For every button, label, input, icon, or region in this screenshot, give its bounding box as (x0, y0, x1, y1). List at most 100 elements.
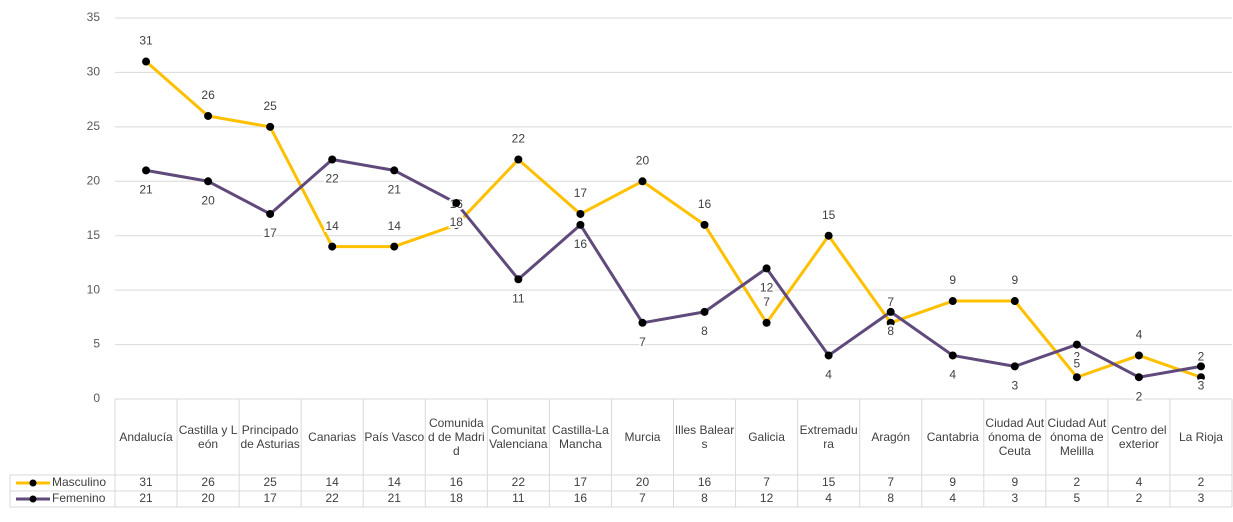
x-tick-label: Centro del exterior (1111, 423, 1167, 451)
point (824, 351, 833, 360)
table-value: 17 (263, 491, 277, 505)
data-label: 20 (201, 193, 215, 207)
x-tick-label: Castilla y León (178, 423, 238, 451)
x-tick-label: Galicia (748, 430, 785, 444)
table-value: 31 (139, 475, 153, 489)
x-tick-label-box: Ciudad Autónoma de Melilla (1047, 416, 1107, 458)
table-value: 16 (450, 475, 464, 489)
table-value: 8 (701, 491, 708, 505)
data-label: 3 (1198, 379, 1205, 393)
point (1072, 373, 1081, 382)
x-tick-label-box: Extremadura (799, 423, 858, 451)
data-label: 4 (949, 368, 956, 382)
x-tick-label-box: Cantabria (927, 430, 979, 444)
x-tick-label: La Rioja (1178, 430, 1223, 444)
legend-marker (29, 495, 37, 503)
table-value: 4 (1136, 475, 1143, 489)
x-tick-label: Illes Balears (674, 423, 735, 451)
table-value: 2 (1198, 475, 1205, 489)
x-tick-label-box: La Rioja (1178, 430, 1223, 444)
point (204, 111, 213, 120)
table-value: 21 (388, 491, 402, 505)
x-tick-label: Comunitat Valenciana (489, 423, 548, 451)
data-label: 2 (1198, 349, 1205, 363)
table-value: 7 (887, 475, 894, 489)
x-tick-label-box: Aragón (871, 430, 911, 444)
y-tick-label: 5 (93, 337, 100, 351)
point (452, 199, 461, 208)
data-label: 5 (1074, 357, 1081, 371)
y-tick-label: 20 (87, 173, 101, 187)
data-label: 2 (1136, 389, 1143, 403)
data-label: 22 (326, 172, 340, 186)
x-tick-label: Aragón (871, 430, 911, 444)
series-line (145, 60, 1202, 379)
data-label: 9 (949, 273, 956, 287)
table-value: 14 (388, 475, 402, 489)
table-value: 20 (636, 475, 650, 489)
x-tick-label: País Vasco (364, 430, 425, 444)
table-value: 17 (574, 475, 588, 489)
data-label: 2 (1074, 349, 1081, 363)
table-value: 3 (1198, 491, 1205, 505)
point (328, 242, 337, 251)
point (514, 275, 523, 284)
table-value: 22 (326, 491, 340, 505)
x-tick-label-box: Castilla y León (178, 423, 238, 451)
x-tick-label-box: Centro del exterior (1111, 423, 1167, 451)
data-label: 7 (763, 295, 770, 309)
point (886, 307, 895, 316)
x-tick-label: Castilla-La Mancha (552, 423, 609, 451)
table-value: 2 (1074, 475, 1081, 489)
x-tick-label-box: Ciudad Autónoma de Ceuta (985, 416, 1044, 458)
x-tick-label: Murcia (624, 430, 661, 444)
y-tick-label: 25 (87, 119, 101, 133)
y-tick-label: 15 (87, 228, 101, 242)
data-label: 22 (512, 132, 526, 146)
table-value: 9 (949, 475, 956, 489)
point (700, 307, 709, 316)
table-value: 12 (760, 491, 774, 505)
point (1196, 362, 1205, 371)
y-tick-label: 0 (93, 391, 100, 405)
data-label: 31 (139, 34, 153, 48)
data-label: 12 (760, 281, 774, 295)
table-value: 20 (201, 491, 215, 505)
table-value: 16 (574, 491, 588, 505)
x-tick-label-box: Comunitat Valenciana (489, 423, 548, 451)
x-tick-label: Ciudad Autónoma de Melilla (1047, 416, 1107, 458)
table-value: 11 (512, 491, 525, 505)
point (1134, 373, 1143, 382)
data-label: 18 (450, 215, 464, 229)
table-value: 26 (201, 475, 215, 489)
x-tick-label: Extremadura (799, 423, 858, 451)
point (638, 177, 647, 186)
x-tick-label-box: Galicia (748, 430, 785, 444)
data-label: 14 (326, 219, 340, 233)
table-value: 14 (326, 475, 340, 489)
x-tick-label-box: Murcia (624, 430, 661, 444)
x-tick-label-box: Principado de Asturias (240, 423, 299, 451)
point (824, 231, 833, 240)
data-label: 7 (639, 335, 646, 349)
table-value: 9 (1011, 475, 1018, 489)
data-label: 7 (887, 295, 894, 309)
data-label: 20 (636, 153, 650, 167)
table-value: 15 (822, 475, 836, 489)
data-label: 3 (1011, 379, 1018, 393)
legend-marker (29, 479, 37, 487)
x-tick-label-box: Comunidad de Madrid (428, 416, 485, 458)
point (142, 57, 151, 66)
point (328, 155, 337, 164)
data-label: 14 (388, 219, 402, 233)
data-label: 15 (822, 208, 836, 222)
point (1010, 297, 1019, 306)
legend-label: Femenino (52, 491, 106, 505)
table-value: 2 (1136, 491, 1143, 505)
y-tick-label: 10 (87, 282, 101, 296)
x-tick-label-box: Castilla-La Mancha (552, 423, 609, 451)
x-tick-label-box: Illes Balears (674, 423, 735, 451)
point (266, 122, 275, 131)
y-tick-label: 30 (87, 65, 101, 79)
